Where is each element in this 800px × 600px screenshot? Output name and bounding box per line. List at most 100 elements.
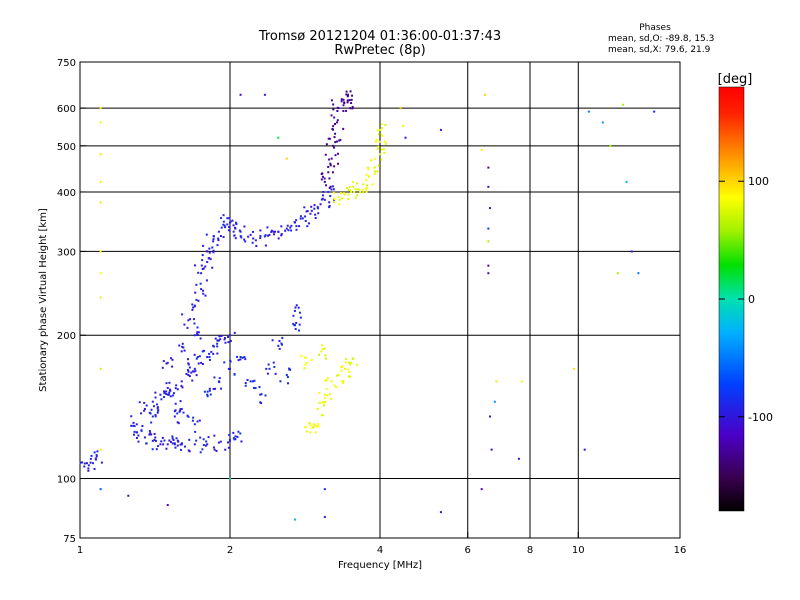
trace-point [376,147,379,150]
trace-point [237,430,240,433]
trace-point [137,434,140,437]
trace-point [373,172,376,175]
scatter-point [99,488,102,491]
trace-point [161,366,164,369]
trace-point [143,436,146,439]
trace-point [318,391,321,394]
trace-point [287,229,290,232]
trace-point [175,384,178,387]
trace-point [171,394,174,397]
trace-point [293,324,296,327]
trace-point [220,387,223,390]
trace-point [156,406,159,409]
trace-point [94,457,97,460]
trace-point [151,415,154,418]
trace-point [132,424,135,427]
trace-point [318,402,321,405]
trace-point [196,356,199,359]
trace-point [265,367,268,370]
trace-point [293,221,296,224]
trace-point [186,368,189,371]
trace-point [154,391,157,394]
trace-point [358,188,361,191]
scatter-point [323,488,326,491]
trace-point [218,381,221,384]
trace-point [281,336,284,339]
trace-point [312,426,315,429]
trace-point [208,251,211,254]
trace-point [234,435,237,438]
trace-point [334,122,337,125]
scatter-point [439,511,442,514]
trace-point [373,166,376,169]
trace-point [383,151,386,154]
trace-point [309,424,312,427]
y-tick-label: 100 [57,475,76,486]
trace-point [329,195,332,198]
trace-point [214,337,217,340]
trace-point [150,421,153,424]
trace-point [202,289,205,292]
trace-point [342,379,345,382]
trace-point [191,308,194,311]
trace-point [186,326,189,329]
trace-point [199,436,202,439]
trace-point [213,448,216,451]
scatter-point [630,250,633,253]
trace-point [348,99,351,102]
trace-point [305,361,308,364]
trace-point [174,387,177,390]
trace-point [223,337,226,340]
stats-heading: Phases [639,23,671,33]
trace-point [315,425,318,428]
trace-point [333,197,336,200]
trace-point [190,371,193,374]
trace-point [148,430,151,433]
trace-point [322,194,325,197]
trace-point [280,342,283,345]
trace-point [330,99,333,102]
trace-point [188,450,191,453]
trace-point [236,435,239,438]
trace-point [365,190,368,193]
trace-point [259,229,262,232]
trace-point [208,389,211,392]
trace-point [266,234,269,237]
trace-point [94,458,97,461]
trace-point [314,213,317,216]
scatter-point [520,380,523,383]
scatter-point [487,272,490,275]
trace-point [251,241,254,244]
trace-point [339,192,342,195]
trace-point [367,175,370,178]
trace-point [251,230,254,233]
stats-o-mode: mean, sd,O: -89.8, 15.3 [608,34,714,44]
trace-point [328,205,331,208]
scatter-point [263,93,266,96]
trace-point [175,437,178,440]
trace-point [185,372,188,375]
trace-point [249,380,252,383]
trace-point [306,210,309,213]
trace-point [365,179,368,182]
trace-point [211,266,214,269]
trace-point [224,226,227,229]
trace-point [313,204,316,207]
trace-point [342,98,345,101]
trace-point [188,438,191,441]
trace-point [232,230,235,233]
trace-point [280,233,283,236]
scatter-point [487,264,490,267]
trace-point [193,443,196,446]
trace-point [328,137,331,140]
trace-point [266,226,269,229]
trace-point [342,110,345,113]
trace-point [137,440,140,443]
trace-point [206,443,209,446]
trace-point [201,254,204,257]
trace-point [374,140,377,143]
trace-point [188,366,191,369]
trace-point [356,363,359,366]
trace-point [333,165,336,168]
trace-point [130,424,133,427]
